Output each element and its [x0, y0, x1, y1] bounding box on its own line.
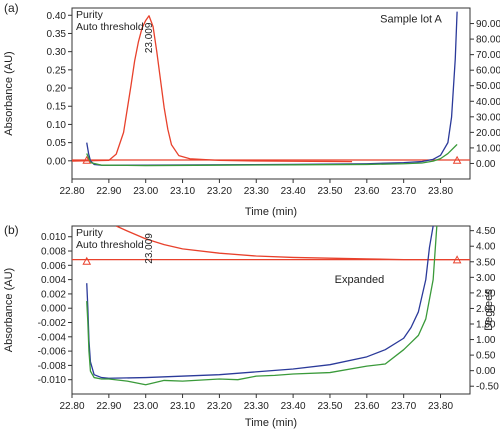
x-tick-label: 23.60 — [354, 186, 379, 197]
x-tick-label: 22.90 — [96, 186, 121, 197]
y-axis-label: Absorbance (AU) — [3, 51, 15, 135]
plot-frame — [71, 225, 471, 395]
x-tick-label: 23.10 — [170, 186, 195, 197]
x-tick-label: 23.40 — [281, 186, 306, 197]
y-tick-label: 0.30 — [47, 47, 67, 58]
x-tick-label: 23.80 — [428, 186, 453, 197]
y-tick-label: -0.004 — [38, 332, 67, 343]
threshold-marker — [452, 155, 462, 164]
y2-tick-label: 70.00 — [476, 50, 500, 61]
x-axis-label: Time (min) — [245, 206, 297, 218]
x-tick-label: 23.50 — [317, 186, 342, 197]
threshold-marker — [452, 255, 462, 264]
annotation-label: Sample lot A — [380, 14, 442, 26]
y2-tick-label: 3.50 — [476, 257, 496, 268]
x-tick-label: 23.60 — [354, 401, 379, 412]
series-line-red-0 — [115, 226, 470, 261]
panel-label: (b) — [4, 223, 19, 237]
y2-tick-label: 0.00 — [476, 159, 496, 170]
series-group — [72, 11, 470, 167]
y-tick-label: -0.002 — [38, 318, 67, 329]
y-tick-label: 0.10 — [47, 120, 67, 131]
y2-tick-label: 0.00 — [476, 366, 496, 377]
y2-tick-label: 4.50 — [476, 226, 496, 237]
y2-tick-label: 60.00 — [476, 66, 500, 77]
y-tick-label: -0.008 — [38, 361, 67, 372]
x-tick-label: 23.70 — [391, 401, 416, 412]
y-tick-label: 0.010 — [41, 232, 66, 243]
legend-entry: Auto threshold — [76, 239, 144, 251]
panel-label: (a) — [4, 1, 19, 15]
series-line-green-3 — [86, 226, 438, 386]
chart-panel-b: 22.80 22.90 23.00 23.10 23.20 23.30 23.40 23.50… — [3, 223, 499, 429]
x-tick-label: 23.20 — [207, 401, 232, 412]
y2-axis-label: Degrees — [483, 289, 495, 331]
x-tick-label: 23.30 — [244, 401, 269, 412]
x-tick-label: 22.80 — [59, 401, 84, 412]
y2-tick-label: 40.00 — [476, 97, 500, 108]
y2-tick-label: 30.00 — [476, 112, 500, 123]
series-line-blue-2 — [86, 11, 458, 166]
y2-tick-label: 3.00 — [476, 273, 496, 284]
threshold-marker — [82, 256, 92, 265]
series-line-red-0 — [72, 15, 353, 163]
y-axis-label: Absorbance (AU) — [3, 268, 15, 352]
x-tick-label: 23.50 — [317, 401, 342, 412]
legend-entry: Purity — [76, 9, 104, 21]
y2-tick-label: 90.00 — [476, 19, 500, 30]
y-tick-label: 0.40 — [47, 11, 67, 22]
y-tick-label: 0.25 — [47, 65, 67, 76]
annotation-label: Expanded — [335, 274, 385, 286]
y-tick-label: 0.000 — [41, 304, 66, 315]
y2-tick-label: 50.00 — [476, 81, 500, 92]
y2-tick-label: 2.00 — [476, 304, 496, 315]
legend-entry: Auto threshold — [76, 21, 144, 33]
y2-tick-label: 0.50 — [476, 351, 496, 362]
y2-tick-label: 1.50 — [476, 320, 496, 331]
y-tick-label: 0.20 — [47, 84, 67, 95]
y2-tick-label: -0.50 — [476, 382, 499, 393]
x-tick-label: 23.80 — [428, 401, 453, 412]
y2-tick-label: 1.00 — [476, 335, 496, 346]
y-tick-label: 0.35 — [47, 29, 67, 40]
x-tick-label: 23.40 — [281, 401, 306, 412]
y-tick-label: 0.002 — [41, 289, 66, 300]
x-tick-label: 23.00 — [133, 186, 158, 197]
plot-frame — [71, 7, 471, 180]
x-tick-label: 22.90 — [96, 401, 121, 412]
y2-tick-label: 2.50 — [476, 288, 496, 299]
x-tick-label: 23.00 — [133, 401, 158, 412]
x-tick-label: 22.80 — [59, 186, 84, 197]
x-axis-label: Time (min) — [245, 417, 297, 429]
y-tick-label: 0.006 — [41, 261, 66, 272]
y-tick-label: 0.15 — [47, 102, 67, 113]
x-tick-label: 23.20 — [207, 186, 232, 197]
y-tick-label: 0.05 — [47, 138, 67, 149]
y-tick-label: 0.00 — [47, 156, 67, 167]
x-tick-label: 23.10 — [170, 401, 195, 412]
peak-label: 23.009 — [144, 233, 155, 264]
legend-entry: Purity — [76, 227, 104, 239]
series-line-blue-2 — [86, 226, 434, 379]
threshold-marker — [82, 155, 92, 164]
series-line-green-3 — [86, 143, 458, 167]
y-tick-label: 0.008 — [41, 247, 66, 258]
peak-label: 23.009 — [144, 22, 155, 53]
y-tick-label: 0.004 — [41, 275, 66, 286]
y2-tick-label: 4.00 — [476, 242, 496, 253]
x-tick-label: 23.70 — [391, 186, 416, 197]
y-tick-label: -0.010 — [38, 375, 67, 386]
chart-panel-a: 22.80 22.90 23.00 23.10 23.20 23.30 23.40 23.50… — [3, 1, 500, 218]
series-group — [72, 226, 470, 386]
y-tick-label: -0.006 — [38, 347, 67, 358]
x-tick-label: 23.30 — [244, 186, 269, 197]
y2-tick-label: 10.00 — [476, 143, 500, 154]
y2-tick-label: 80.00 — [476, 35, 500, 46]
y2-tick-label: 20.00 — [476, 128, 500, 139]
